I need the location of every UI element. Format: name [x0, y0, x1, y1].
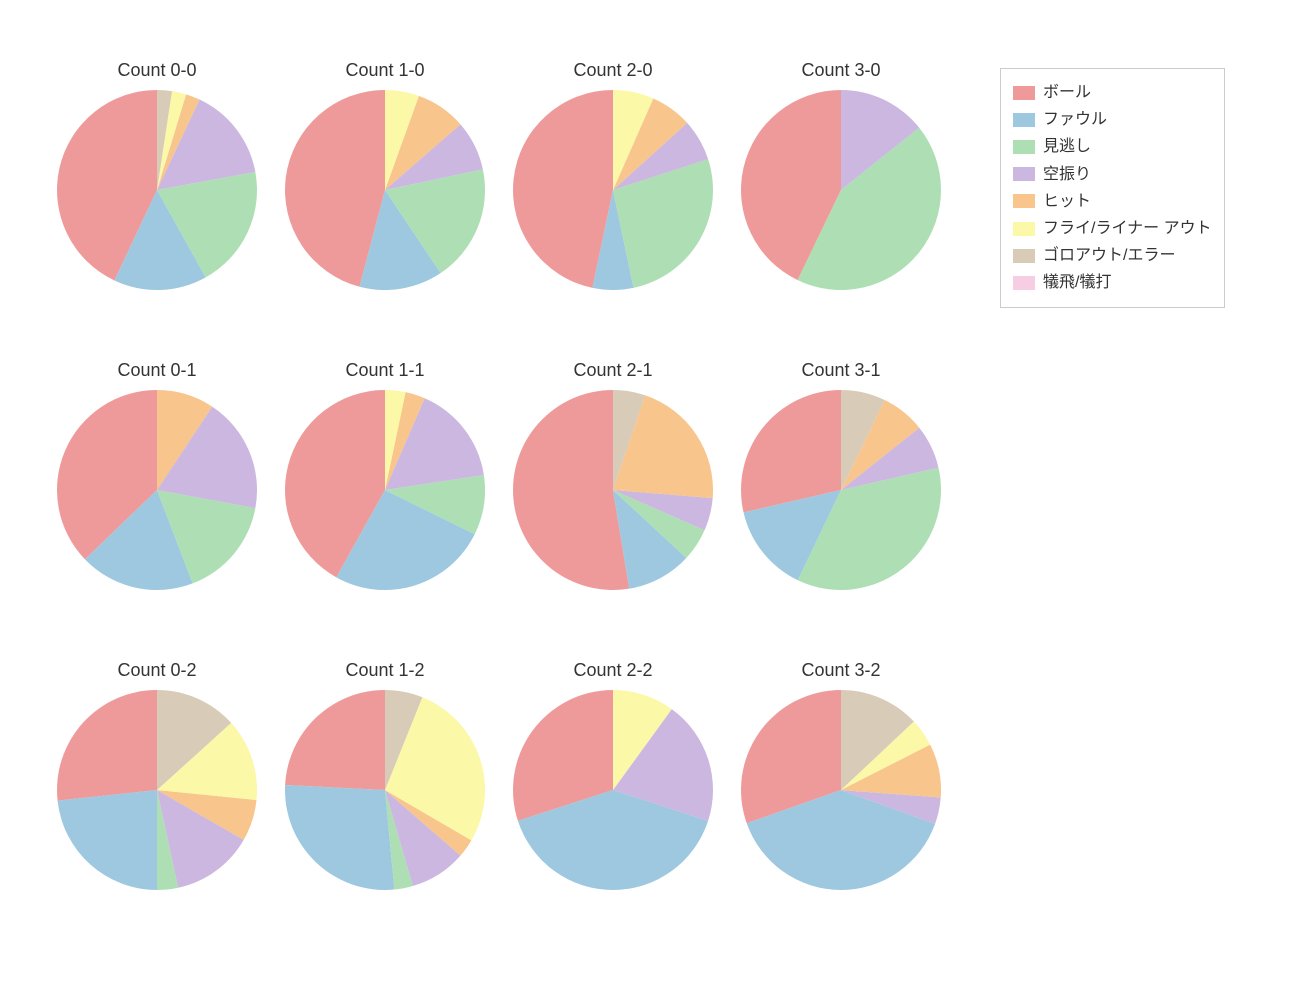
chart-title: Count 1-2	[285, 660, 485, 681]
legend-item: 見逃し	[1013, 133, 1212, 160]
pie-chart	[285, 390, 485, 590]
pie-chart	[741, 390, 941, 590]
pie-slice	[513, 90, 613, 288]
legend-swatch	[1013, 276, 1035, 290]
chart-title: Count 3-0	[741, 60, 941, 81]
pie-slice	[285, 785, 394, 890]
chart-title: Count 0-0	[57, 60, 257, 81]
chart-title: Count 3-1	[741, 360, 941, 381]
legend-swatch	[1013, 86, 1035, 100]
legend-label: 犠飛/犠打	[1043, 269, 1111, 296]
pie-chart	[741, 690, 941, 890]
legend-swatch	[1013, 194, 1035, 208]
chart-title: Count 0-1	[57, 360, 257, 381]
pie-chart	[57, 690, 257, 890]
legend: ボールファウル見逃し空振りヒットフライ/ライナー アウトゴロアウト/エラー犠飛/…	[1000, 68, 1225, 308]
pie-chart	[513, 390, 713, 590]
pie-chart	[513, 90, 713, 290]
pie-slice	[513, 390, 629, 590]
chart-title: Count 3-2	[741, 660, 941, 681]
pie-chart	[513, 690, 713, 890]
legend-label: ヒット	[1043, 188, 1091, 215]
chart-grid: Count 0-043.015.119.815.1Count 1-045.913…	[0, 0, 1300, 1000]
chart-title: Count 2-0	[513, 60, 713, 81]
legend-label: ボール	[1043, 79, 1091, 106]
legend-item: 犠飛/犠打	[1013, 269, 1212, 296]
legend-item: ゴロアウト/エラー	[1013, 242, 1212, 269]
legend-label: ゴロアウト/エラー	[1043, 242, 1175, 269]
legend-swatch	[1013, 140, 1035, 154]
pie-chart	[57, 390, 257, 590]
legend-swatch	[1013, 167, 1035, 181]
pie-slice	[285, 690, 385, 790]
pie-chart	[741, 90, 941, 290]
pie-slice	[57, 690, 157, 801]
chart-title: Count 0-2	[57, 660, 257, 681]
chart-title: Count 1-0	[285, 60, 485, 81]
legend-label: 見逃し	[1043, 133, 1091, 160]
legend-label: ファウル	[1043, 106, 1107, 133]
chart-title: Count 2-2	[513, 660, 713, 681]
legend-item: ヒット	[1013, 188, 1212, 215]
legend-label: 空振り	[1043, 161, 1091, 188]
pie-slice	[58, 790, 157, 890]
pie-chart	[285, 690, 485, 890]
pie-chart	[285, 90, 485, 290]
legend-item: ファウル	[1013, 106, 1212, 133]
legend-label: フライ/ライナー アウト	[1043, 215, 1212, 242]
legend-item: フライ/ライナー アウト	[1013, 215, 1212, 242]
legend-item: 空振り	[1013, 161, 1212, 188]
legend-swatch	[1013, 249, 1035, 263]
chart-title: Count 2-1	[513, 360, 713, 381]
pie-chart	[57, 90, 257, 290]
legend-swatch	[1013, 222, 1035, 236]
legend-item: ボール	[1013, 79, 1212, 106]
legend-swatch	[1013, 113, 1035, 127]
chart-title: Count 1-1	[285, 360, 485, 381]
